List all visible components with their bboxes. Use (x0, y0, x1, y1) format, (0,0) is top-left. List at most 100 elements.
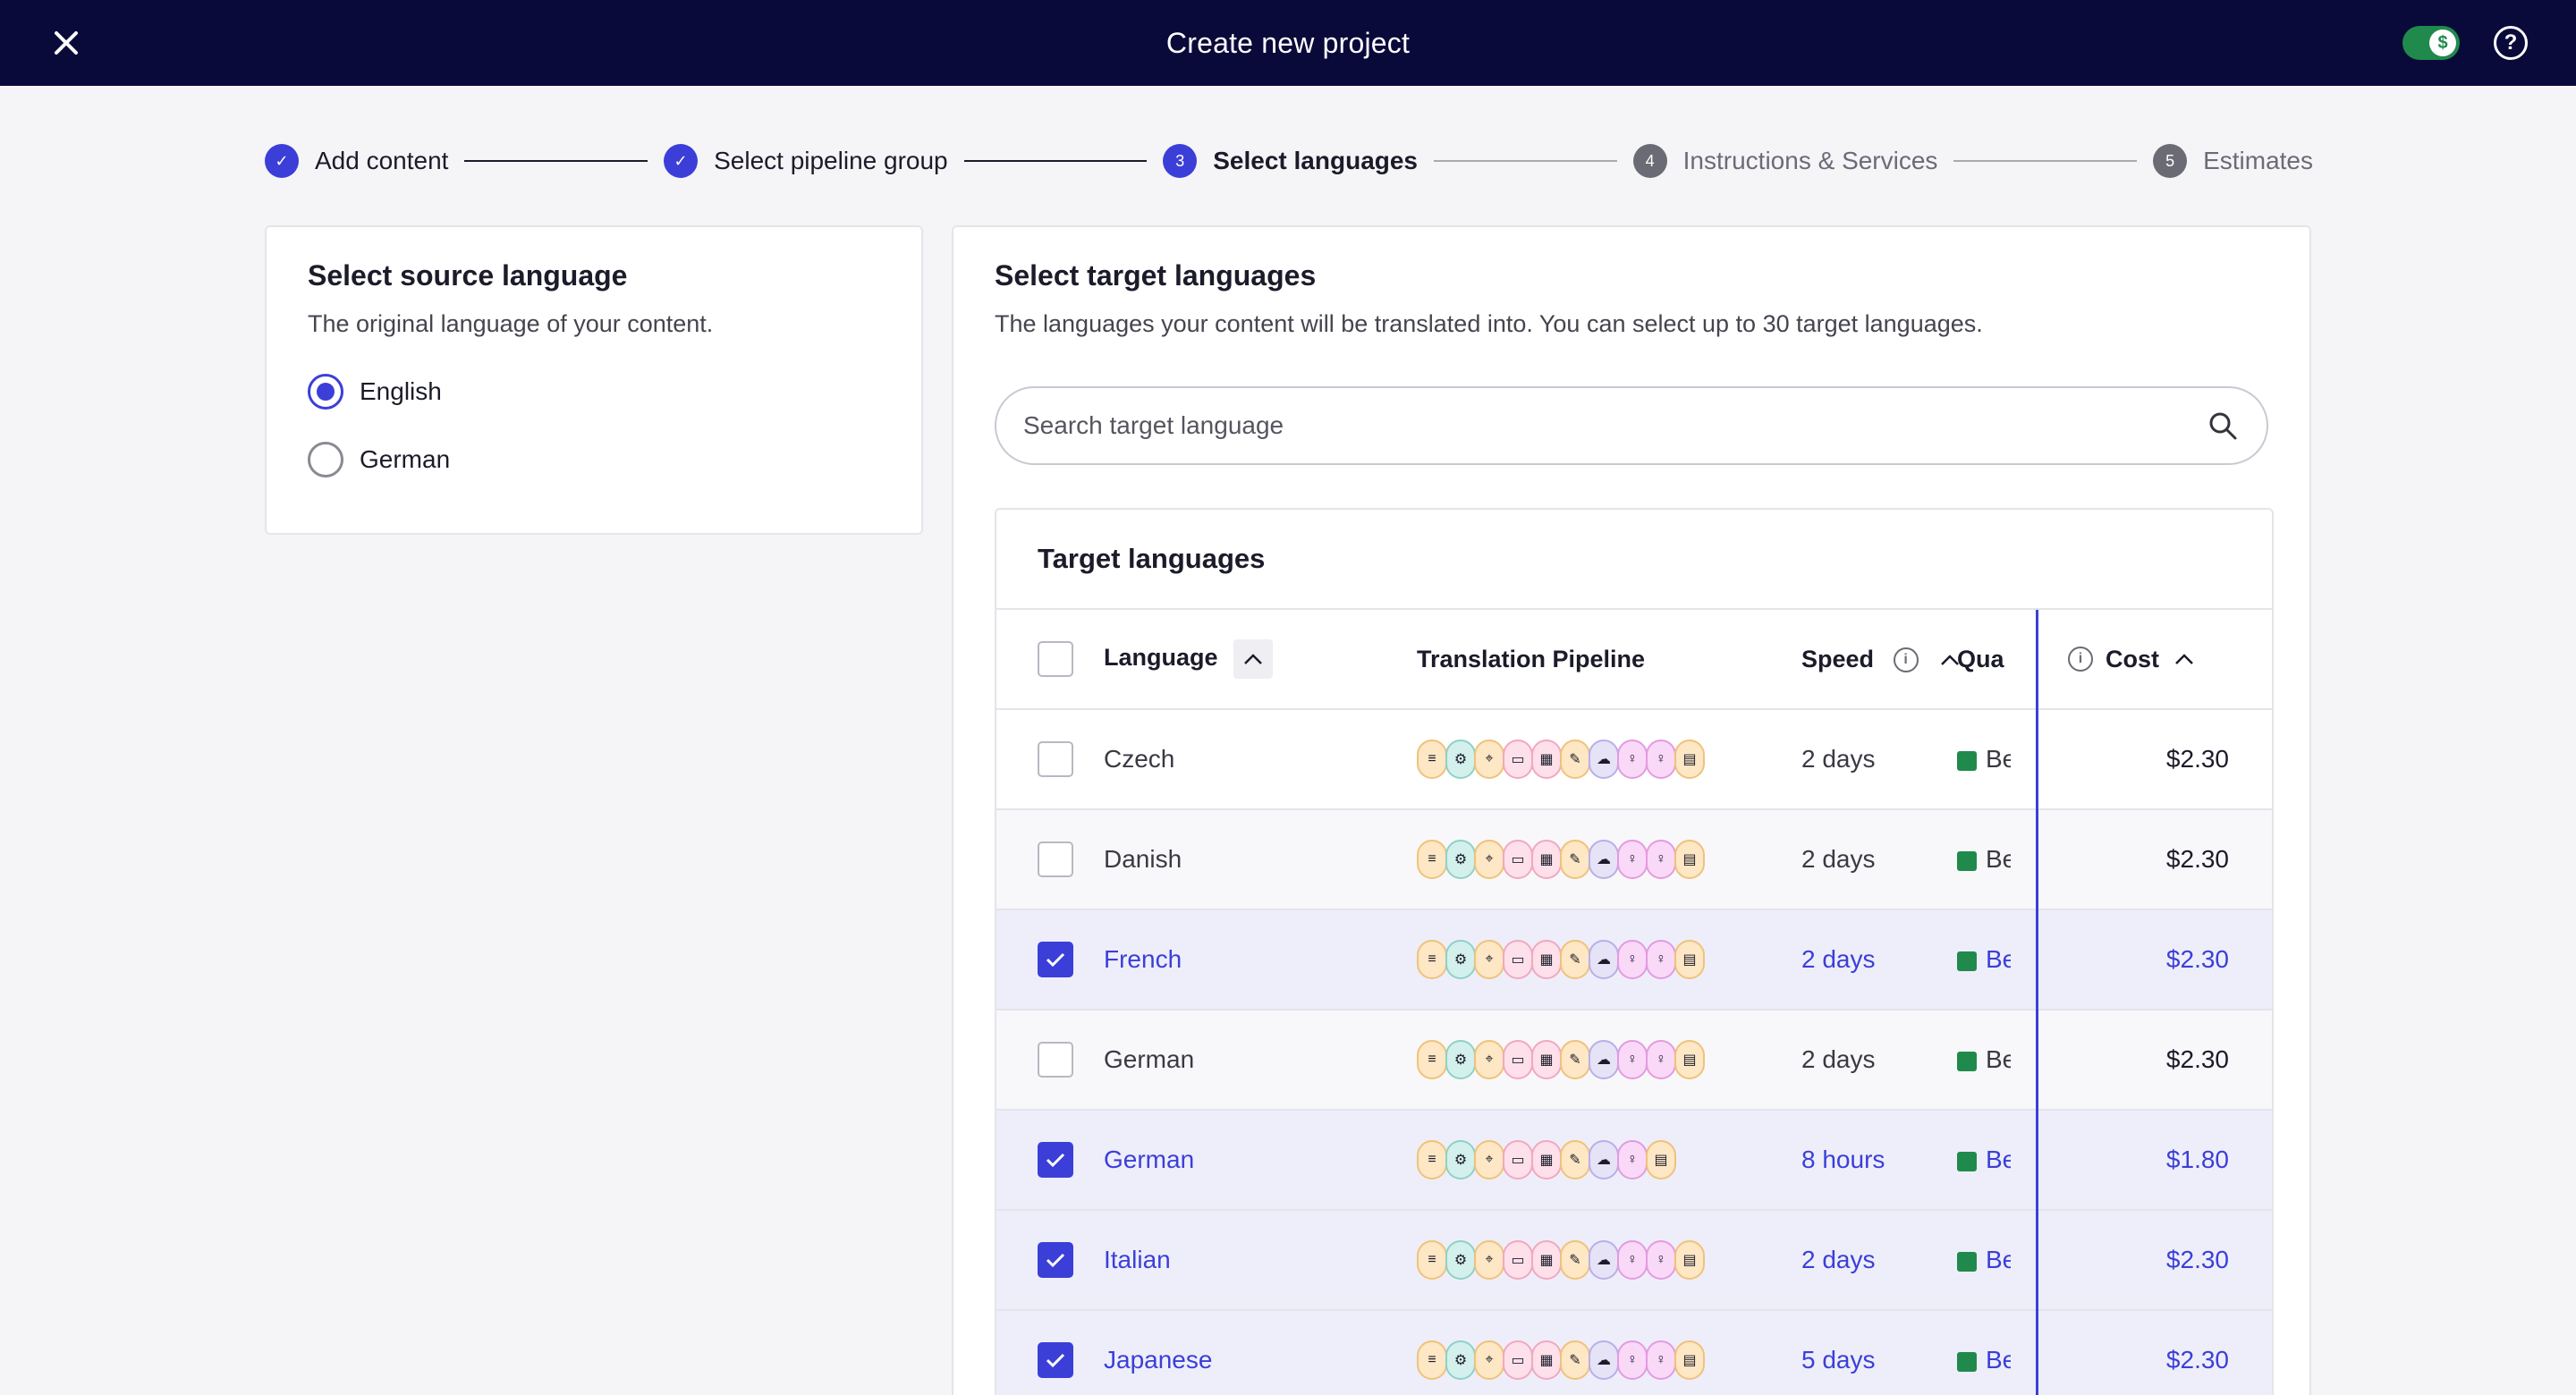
checked-checkbox[interactable] (1038, 1342, 1073, 1378)
pipeline-step-icon: ☁ (1589, 940, 1619, 979)
table-row[interactable]: French ≡⚙⌖▭▦✎☁♀♀▤ 2 days Be $2.30 (996, 910, 2272, 1010)
step-connector (963, 160, 1148, 162)
table-row[interactable]: Japanese ≡⚙⌖▭▦✎☁♀♀▤ 5 days Be $2.30 (996, 1311, 2272, 1395)
table-row[interactable]: Danish ≡⚙⌖▭▦✎☁♀♀▤ 2 days Be $2.30 (996, 810, 2272, 910)
step-label: Add content (315, 147, 449, 174)
checked-checkbox[interactable] (1038, 942, 1073, 977)
row-pipeline[interactable]: ≡ ⚙ ⌖ ▭ ▦ ✎ ☁ ♀ ♀ ▤ (1417, 1240, 1705, 1280)
checked-checkbox[interactable] (1038, 1142, 1073, 1178)
pipeline-step-icon: ≡ (1417, 1240, 1447, 1280)
pipeline-step-icon: ⌖ (1474, 740, 1504, 779)
row-pipeline[interactable]: ≡ ⚙ ⌖ ▭ ▦ ✎ ☁ ♀ ♀ ▤ (1417, 940, 1705, 979)
row-language: Italian (1104, 1246, 1171, 1273)
step-select-languages[interactable]: 3 Select languages (1163, 144, 1418, 178)
pipeline-step-icon: ♀ (1617, 1340, 1648, 1380)
chevron-up-icon[interactable] (1233, 639, 1274, 679)
select-all-checkbox[interactable] (1038, 641, 1073, 677)
table-row[interactable]: German ≡⚙⌖▭▦✎☁♀▤ 8 hours Be $1.80 (996, 1111, 2272, 1211)
chevron-up-icon[interactable] (1937, 647, 1962, 672)
header-speed[interactable]: Speed i (1801, 646, 1962, 673)
pipeline-step-icon: ♀ (1617, 1040, 1648, 1079)
pipeline-step-icon: ≡ (1417, 1040, 1447, 1079)
target-languages-table: Target languages Language Translation Pi… (995, 508, 2274, 1395)
row-pipeline[interactable]: ≡ ⚙ ⌖ ▭ ▦ ✎ ☁ ♀ ♀ ▤ (1417, 740, 1705, 779)
pipeline-step-icon: ▦ (1531, 1040, 1562, 1079)
pipeline-step-icon: ♀ (1646, 1240, 1676, 1280)
pipeline-step-icon: ✎ (1560, 740, 1590, 779)
header-language[interactable]: Language (1104, 639, 1274, 679)
step-instructions-services[interactable]: 4 Instructions & Services (1632, 144, 1937, 178)
unchecked-checkbox[interactable] (1038, 1042, 1073, 1078)
row-pipeline[interactable]: ≡ ⚙ ⌖ ▭ ▦ ✎ ☁ ♀ ♀ ▤ (1417, 840, 1705, 879)
table-row[interactable]: Czech ≡⚙⌖▭▦✎☁♀♀▤ 2 days Be $2.30 (996, 710, 2272, 810)
pipeline-step-icon: ▭ (1503, 1340, 1533, 1380)
row-quality: Be (1957, 1246, 2011, 1274)
pipeline-step-icon: ≡ (1417, 940, 1447, 979)
radio-button[interactable] (308, 374, 343, 410)
row-checkbox[interactable] (1038, 741, 1073, 777)
row-checkbox[interactable] (1038, 1242, 1073, 1278)
target-language-card: Select target languages The languages yo… (952, 225, 2311, 1395)
radio-english[interactable]: English (308, 372, 886, 411)
pipeline-step-icon: ≡ (1417, 1340, 1447, 1380)
row-cost: $2.30 (2165, 1045, 2229, 1073)
row-checkbox[interactable] (1038, 1342, 1073, 1378)
checked-checkbox[interactable] (1038, 1242, 1073, 1278)
step-estimates[interactable]: 5 Estimates (2153, 144, 2313, 178)
quality-badge-icon (1957, 1251, 1977, 1272)
cost-toggle[interactable]: $ (2402, 26, 2460, 60)
step-select-pipeline-group[interactable]: ✓ Select pipeline group (664, 144, 948, 178)
row-speed: 2 days (1801, 945, 1876, 973)
pipeline-step-icon: ♀ (1646, 740, 1676, 779)
table-row[interactable]: Italian ≡⚙⌖▭▦✎☁♀♀▤ 2 days Be $2.30 (996, 1211, 2272, 1311)
search-icon[interactable] (2206, 409, 2240, 443)
row-checkbox[interactable] (1038, 841, 1073, 877)
pipeline-step-icon: ⚙ (1445, 740, 1476, 779)
row-language: Czech (1104, 745, 1175, 773)
row-checkbox[interactable] (1038, 942, 1073, 977)
pipeline-step-icon: ✎ (1560, 940, 1590, 979)
header-speed-label: Speed (1801, 645, 1875, 672)
pipeline-step-icon: ♀ (1617, 840, 1648, 879)
quality-badge-icon (1957, 1051, 1977, 1071)
radio-button[interactable] (308, 442, 343, 478)
help-icon[interactable]: ? (2494, 26, 2528, 60)
step-label: Select pipeline group (714, 147, 948, 174)
pipeline-step-icon: ♀ (1646, 840, 1676, 879)
radio-german[interactable]: German (308, 440, 886, 479)
info-icon[interactable]: i (1893, 647, 1919, 673)
row-speed: 2 days (1801, 745, 1876, 773)
row-quality-text: Be (1986, 1146, 2011, 1173)
pipeline-step-icon: ⚙ (1445, 1240, 1476, 1280)
unchecked-checkbox[interactable] (1038, 841, 1073, 877)
row-pipeline[interactable]: ≡ ⚙ ⌖ ▭ ▦ ✎ ☁ ♀ ♀ ▤ (1417, 1040, 1705, 1079)
table-row[interactable]: German ≡⚙⌖▭▦✎☁♀♀▤ 2 days Be $2.30 (996, 1010, 2272, 1111)
info-icon[interactable]: i (2068, 647, 2093, 672)
check-icon: ✓ (664, 144, 699, 178)
row-cost: $2.30 (2165, 1246, 2229, 1273)
row-quality-text: Be (1986, 1246, 2011, 1273)
unchecked-checkbox[interactable] (1038, 741, 1073, 777)
row-checkbox[interactable] (1038, 1042, 1073, 1078)
pipeline-step-icon: ☁ (1589, 840, 1619, 879)
row-quality-text: Be (1986, 745, 2011, 773)
row-language: German (1104, 1146, 1195, 1173)
row-quality-text: Be (1986, 1045, 2011, 1073)
row-pipeline[interactable]: ≡ ⚙ ⌖ ▭ ▦ ✎ ☁ ♀ ▤ (1417, 1140, 1676, 1179)
pipeline-step-icon: ≡ (1417, 1140, 1447, 1179)
row-pipeline[interactable]: ≡ ⚙ ⌖ ▭ ▦ ✎ ☁ ♀ ♀ ▤ (1417, 1340, 1705, 1380)
pipeline-step-icon: ▦ (1531, 940, 1562, 979)
row-quality-text: Be (1986, 1346, 2011, 1374)
chevron-up-icon[interactable] (2172, 647, 2197, 672)
header-cost[interactable]: i Cost (2068, 646, 2197, 673)
pipeline-step-icon: ⌖ (1474, 840, 1504, 879)
pipeline-step-icon: ▤ (1674, 1340, 1705, 1380)
pipeline-step-icon: ♀ (1617, 940, 1648, 979)
target-subtitle: The languages your content will be trans… (995, 310, 1983, 337)
row-quality-text: Be (1986, 845, 2011, 873)
pipeline-step-icon: ✎ (1560, 1340, 1590, 1380)
step-add-content[interactable]: ✓ Add content (265, 144, 448, 178)
search-input[interactable]: Search target language (995, 386, 2268, 465)
close-icon[interactable] (47, 23, 86, 63)
row-checkbox[interactable] (1038, 1142, 1073, 1178)
